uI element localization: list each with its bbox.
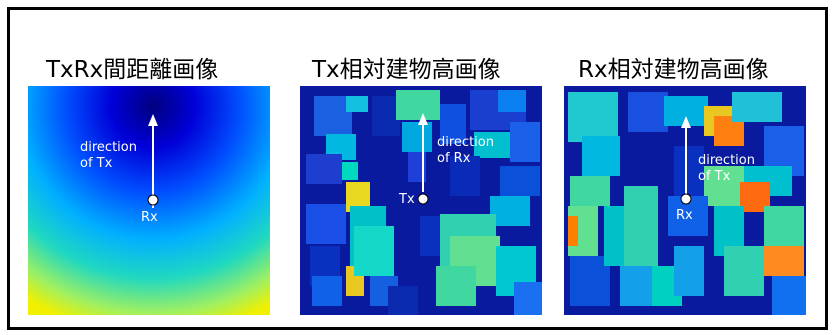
tx-marker bbox=[417, 193, 429, 205]
rx-arrow bbox=[680, 116, 692, 205]
panel-2-title: Tx相対建物高画像 bbox=[312, 57, 501, 83]
panel-1-arrow-label: direction of Tx bbox=[80, 140, 137, 172]
panel-1-arrow-label-line1: direction bbox=[80, 140, 137, 155]
tx-arrow bbox=[417, 113, 429, 205]
panel-2-arrow-label: direction of Rx bbox=[437, 135, 494, 167]
panel-3-marker-label: Rx bbox=[676, 208, 693, 223]
rx-marker bbox=[147, 194, 159, 206]
panel-3-arrow-label-line1: direction bbox=[698, 153, 755, 168]
panel-1-arrow-label-line2: of Tx bbox=[80, 156, 113, 171]
panel-3-arrow-label: direction of Tx bbox=[698, 153, 755, 185]
distance-arrow bbox=[147, 114, 159, 208]
rx-building-height-image bbox=[564, 86, 806, 315]
panel-1-title: TxRx間距離画像 bbox=[46, 57, 219, 83]
panel-2-arrow-label-line2: of Rx bbox=[437, 151, 471, 166]
panel-2-arrow-label-line1: direction bbox=[437, 135, 494, 150]
panel-3-arrow-label-line2: of Tx bbox=[698, 169, 731, 184]
panel-2-marker-label: Tx bbox=[399, 192, 415, 207]
rx-marker-2 bbox=[680, 193, 692, 205]
panel-1-marker-label: Rx bbox=[141, 210, 158, 225]
panel-3-title: Rx相対建物高画像 bbox=[578, 57, 769, 83]
